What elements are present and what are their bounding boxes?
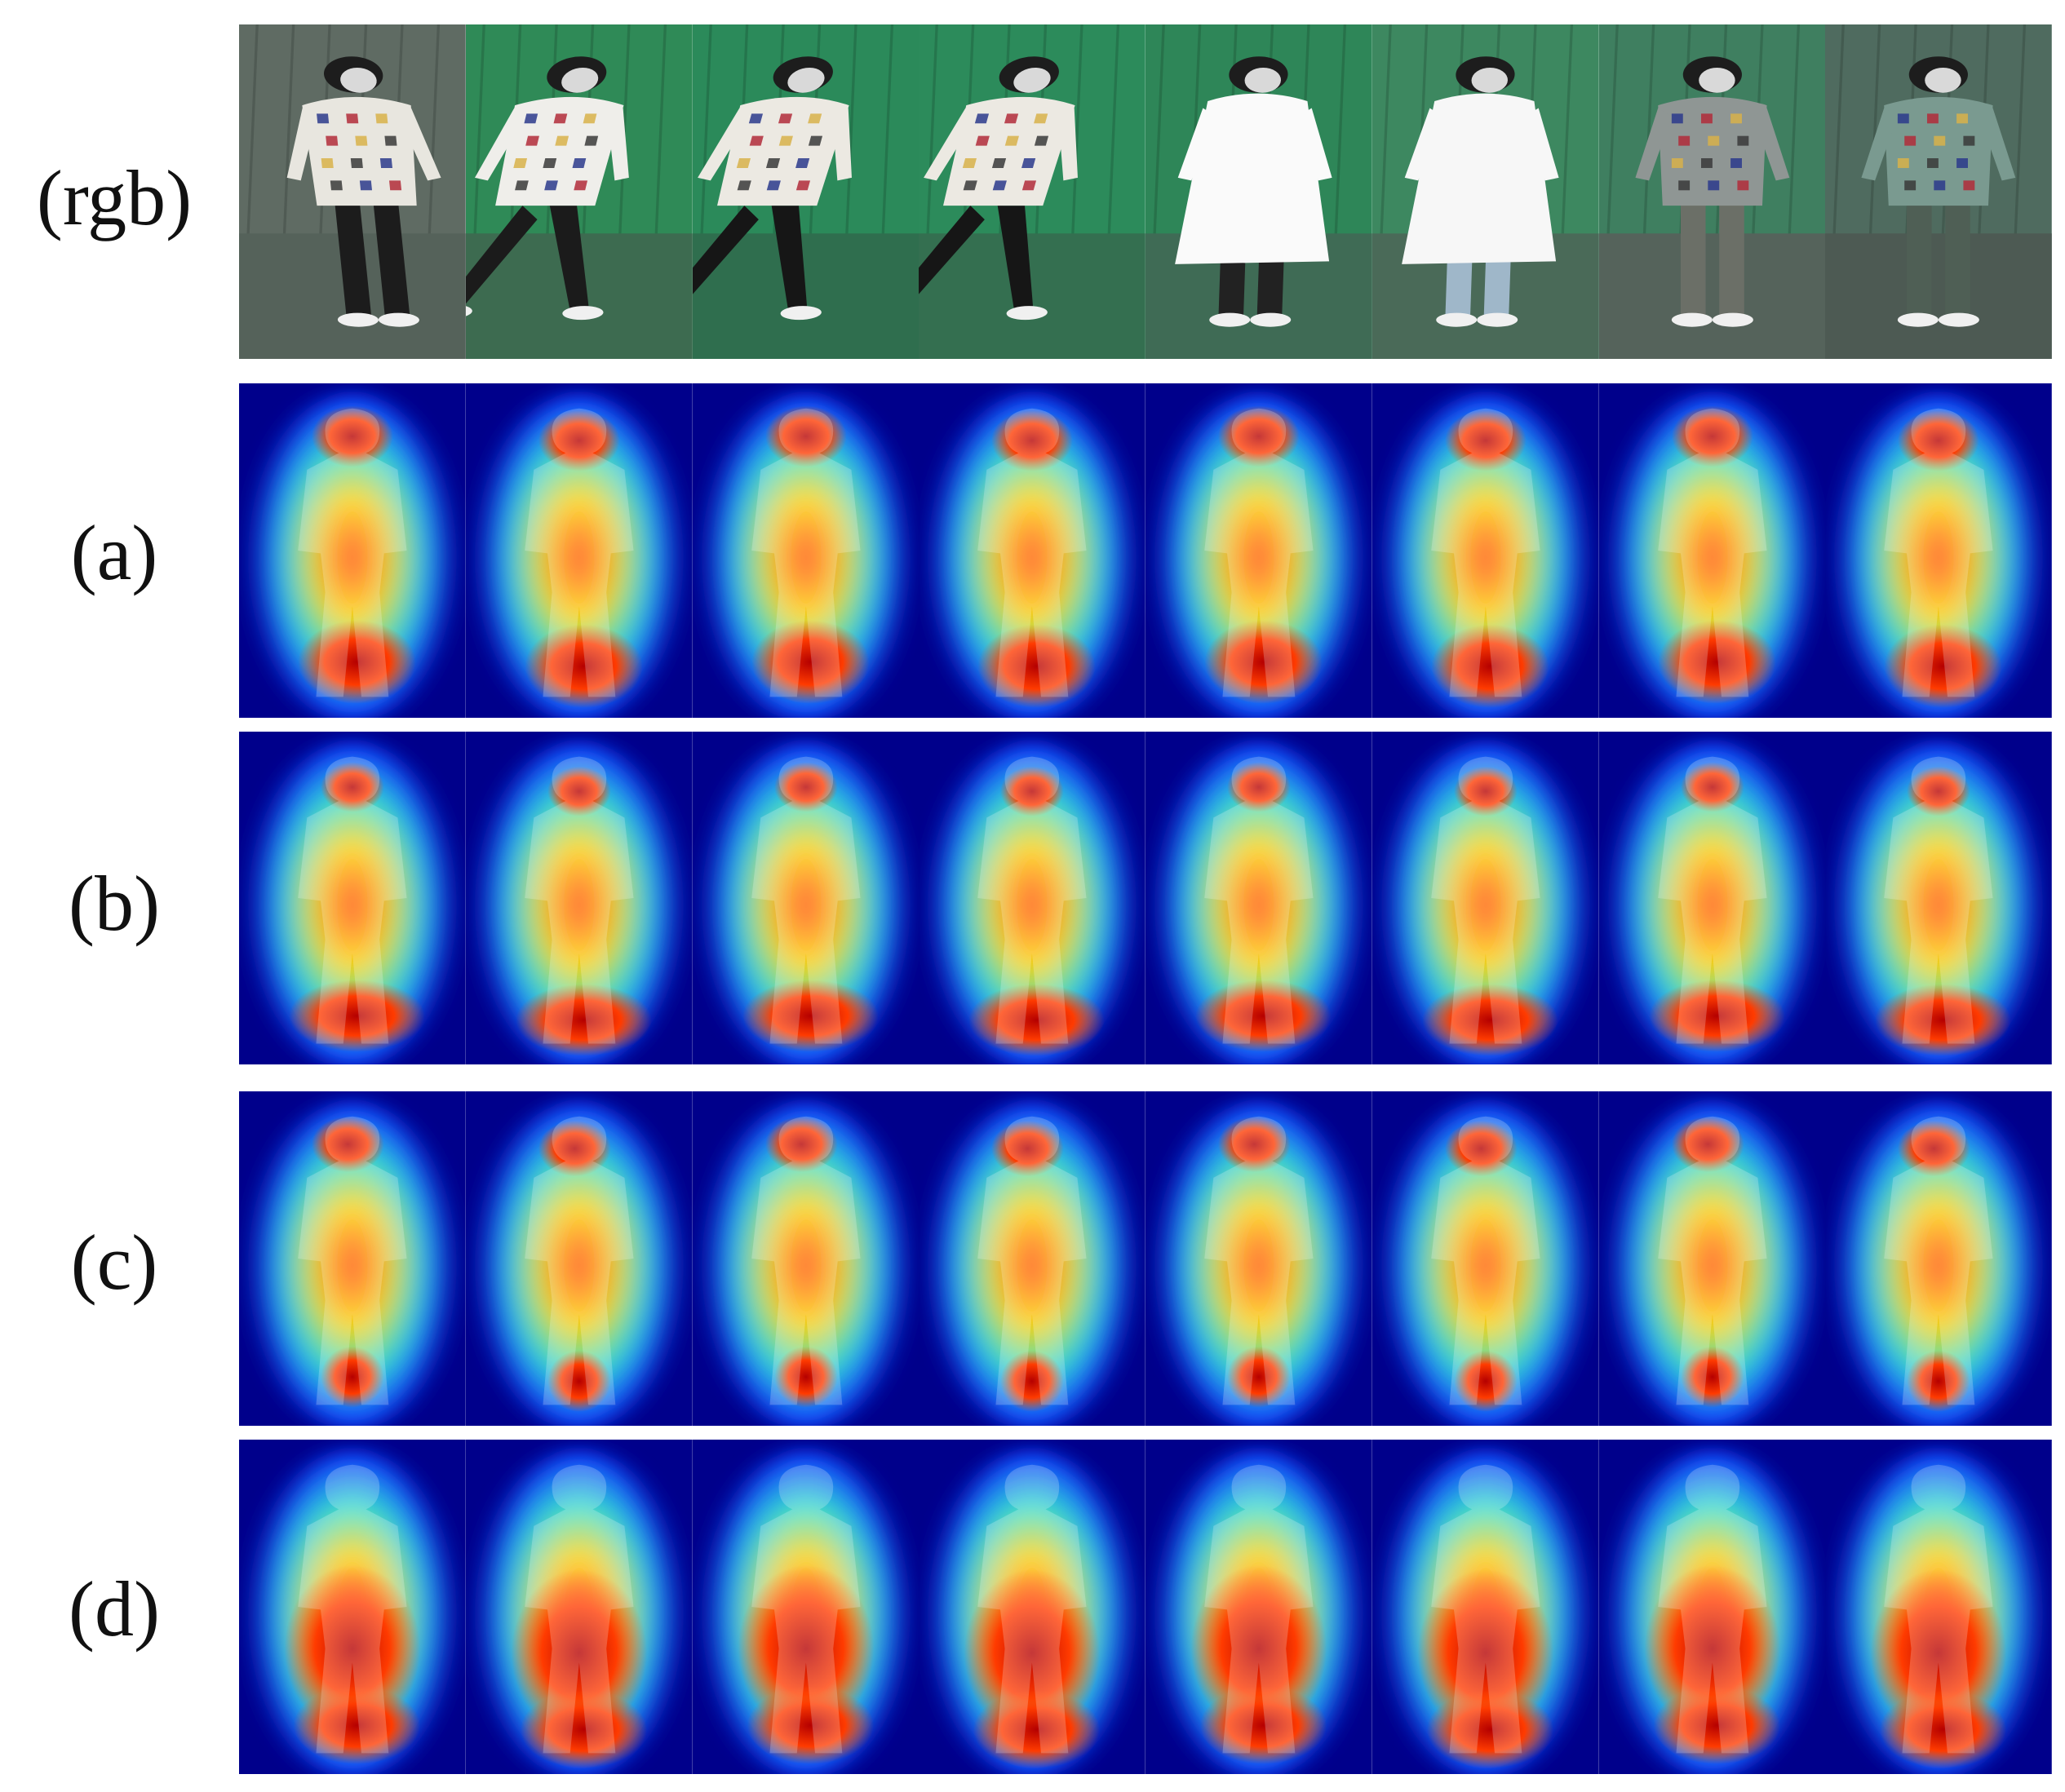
heatmap-row (239, 1440, 2052, 1774)
heatmap-image (692, 383, 920, 718)
heatmap-image (692, 1440, 920, 1774)
heatmap-image (1145, 732, 1372, 1064)
heatmap-image (239, 1440, 466, 1774)
heatmap-image (1145, 1091, 1372, 1426)
heatmap-image (1598, 1091, 1826, 1426)
rgb-image (1825, 24, 2052, 359)
heatmap-image (1825, 732, 2052, 1064)
rgb-image (1598, 24, 1826, 359)
heatmap-image (239, 732, 466, 1064)
heatmap-image (239, 1091, 466, 1426)
rgb-image-row (239, 24, 2052, 359)
row-label: (c) (70, 1219, 158, 1306)
heatmap-image (919, 1091, 1145, 1426)
heatmap-row (239, 383, 2052, 718)
heatmap-image (465, 383, 693, 718)
row-label: (rgb) (36, 154, 193, 241)
rgb-image (692, 24, 920, 359)
rgb-image (465, 24, 693, 359)
heatmap-image (1145, 1440, 1372, 1774)
heatmap-image (465, 1440, 693, 1774)
row-label: (b) (69, 860, 160, 947)
heatmap-row (239, 732, 2052, 1064)
rgb-image (239, 24, 466, 359)
heatmap-image (919, 383, 1145, 718)
row-label: (a) (70, 509, 158, 596)
row-label: (d) (69, 1565, 160, 1653)
heatmap-image (1371, 1091, 1599, 1426)
heatmap-image (1371, 1440, 1599, 1774)
rgb-image (1371, 24, 1599, 359)
heatmap-image (1371, 732, 1599, 1064)
heatmap-image (1145, 383, 1372, 718)
heatmap-image (919, 732, 1145, 1064)
heatmap-image (465, 1091, 693, 1426)
rgb-image (919, 24, 1145, 359)
heatmap-image (692, 732, 920, 1064)
heatmap-image (1825, 1440, 2052, 1774)
heatmap-image (1371, 383, 1599, 718)
heatmap-image (465, 732, 693, 1064)
heatmap-image (1598, 732, 1826, 1064)
heatmap-image (1598, 1440, 1826, 1774)
heatmap-image (239, 383, 466, 718)
heatmap-image (692, 1091, 920, 1426)
heatmap-image (1825, 383, 2052, 718)
heatmap-image (919, 1440, 1145, 1774)
heatmap-image (1825, 1091, 2052, 1426)
rgb-image (1145, 24, 1372, 359)
heatmap-row (239, 1091, 2052, 1426)
heatmap-image (1598, 383, 1826, 718)
